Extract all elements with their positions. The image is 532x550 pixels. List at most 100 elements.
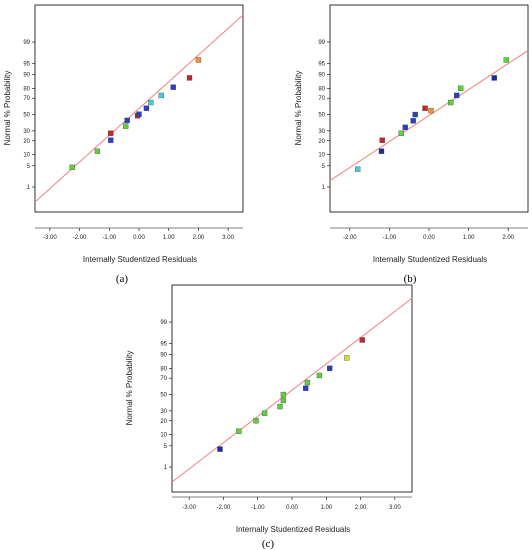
point-group-c <box>217 337 365 452</box>
data-point-a <box>136 111 142 117</box>
data-point-b <box>412 111 418 118</box>
x-tick-label-b: 0.00 <box>423 235 435 241</box>
x-tick-label-a: 3.00 <box>222 235 234 241</box>
y-tick-label-b: 5 <box>322 164 326 170</box>
data-point-a <box>108 130 114 136</box>
x-tick-label-c: 3.00 <box>389 505 401 511</box>
x-tick-label-c: 0.00 <box>286 505 298 511</box>
data-point-c <box>359 337 365 343</box>
y-tick-label-a: 5 <box>27 164 31 170</box>
fit-line-c <box>171 297 413 483</box>
y-tick-label-c: 20 <box>160 419 167 425</box>
fit-line-a <box>34 14 244 203</box>
data-point-b <box>355 166 361 172</box>
x-tick-label-b: 2.00 <box>502 235 514 241</box>
plot-frame-b <box>329 4 529 213</box>
panel-label-c: (c) <box>262 538 275 550</box>
data-point-a <box>69 164 75 171</box>
tick-group-c: -3.00 -2.00 -1.00 0.00 1.00 2.00 3.00 1 5 10 20 30 5… <box>160 320 412 511</box>
data-point-b <box>378 148 385 154</box>
y-axis-title-c: Normal % Probability <box>125 351 134 426</box>
x-axis-title-b: Internally Studentized Residuals <box>373 255 487 264</box>
y-tick-label-b: 50 <box>318 113 325 119</box>
y-tick-label-a: 95 <box>23 61 30 67</box>
data-point-b <box>410 118 416 124</box>
y-tick-label-a: 80 <box>23 86 30 92</box>
y-tick-label-c: 5 <box>164 444 168 450</box>
y-tick-label-b: 1 <box>322 185 326 191</box>
point-group-a <box>69 57 202 171</box>
data-point-a <box>122 123 129 129</box>
panel-label-a: (a) <box>116 273 129 285</box>
tick-group-b: -2.00 -1.00 0.00 1.00 2.00 1 5 10 20 30 50 70 80 90 95… <box>318 40 528 241</box>
x-tick-label-a: 1.00 <box>163 235 175 241</box>
y-tick-label-b: 70 <box>318 96 325 102</box>
data-point-a <box>94 148 101 154</box>
data-point-a <box>186 75 193 81</box>
data-point-b <box>398 130 404 136</box>
fit-line-b <box>329 50 529 182</box>
fit-line-group-a <box>34 14 244 203</box>
x-tick-label-b: -2.00 <box>343 235 357 241</box>
y-tick-label-c: 70 <box>160 376 167 382</box>
y-tick-label-b: 30 <box>318 129 325 135</box>
y-tick-label-b: 99 <box>318 40 325 46</box>
data-point-b <box>428 107 434 114</box>
data-point-c <box>280 397 287 404</box>
panel-label-b: (b) <box>404 273 417 285</box>
data-point-b <box>402 124 408 131</box>
x-tick-label-c: -1.00 <box>251 505 265 511</box>
y-tick-label-a: 50 <box>23 113 30 119</box>
y-tick-label-a: 10 <box>23 152 30 158</box>
x-axis-title-a: Internally Studentized Residuals <box>83 255 197 264</box>
panel-b: -2.00 -1.00 0.00 1.00 2.00 1 5 10 20 30 50 70 80 90 95… <box>294 4 529 285</box>
data-point-a <box>148 99 154 106</box>
data-point-a <box>195 57 202 63</box>
y-tick-label-c: 10 <box>160 432 167 438</box>
data-point-c <box>304 379 311 386</box>
data-point-b <box>491 75 497 81</box>
data-point-c <box>316 372 323 379</box>
fit-line-group-b <box>329 50 529 182</box>
data-point-c <box>217 446 223 452</box>
data-point-c <box>344 355 350 361</box>
data-point-a <box>108 137 114 143</box>
y-axis-title-a: Normal % Probability <box>3 71 12 146</box>
x-tick-label-c: -3.00 <box>182 505 196 511</box>
y-tick-label-a: 70 <box>23 96 30 102</box>
x-tick-label-a: 0.00 <box>133 235 145 241</box>
x-axis-title-c: Internally Studentized Residuals <box>236 525 350 534</box>
y-axis-title-b: Normal % Probability <box>294 71 303 146</box>
x-tick-label-c: 2.00 <box>355 505 367 511</box>
tick-group-a: -3.00 -2.00 -1.00 0.00 1.00 2.00 3.00 1 5 10 20 30 5… <box>23 40 243 241</box>
x-tick-label-c: -2.00 <box>217 505 231 511</box>
data-point-c <box>303 385 309 391</box>
data-point-b <box>379 137 385 143</box>
panel-c: -3.00 -2.00 -1.00 0.00 1.00 2.00 3.00 1 5 10 20 30 5… <box>125 284 413 550</box>
x-tick-label-a: -2.00 <box>73 235 87 241</box>
x-tick-label-a: -3.00 <box>43 235 57 241</box>
y-tick-label-a: 1 <box>27 185 31 191</box>
data-point-a <box>158 92 164 99</box>
fit-line-group-c <box>171 297 413 483</box>
x-tick-label-a: 2.00 <box>193 235 205 241</box>
y-tick-label-b: 95 <box>318 61 325 67</box>
y-tick-label-b: 90 <box>318 73 325 79</box>
data-point-b <box>448 99 454 106</box>
data-point-c <box>253 418 259 424</box>
y-tick-label-c: 95 <box>160 341 167 347</box>
y-tick-label-a: 90 <box>23 73 30 79</box>
point-group-b <box>355 57 509 172</box>
data-point-c <box>236 428 242 434</box>
data-point-a <box>170 84 176 90</box>
data-point-c <box>277 403 283 410</box>
data-point-c <box>261 410 268 416</box>
y-tick-label-a: 20 <box>23 139 30 145</box>
x-tick-label-b: 1.00 <box>463 235 475 241</box>
data-point-c <box>327 365 333 371</box>
x-tick-label-b: -1.00 <box>383 235 397 241</box>
data-point-b <box>454 92 460 99</box>
data-point-c <box>280 391 287 398</box>
y-tick-label-a: 30 <box>23 129 30 135</box>
